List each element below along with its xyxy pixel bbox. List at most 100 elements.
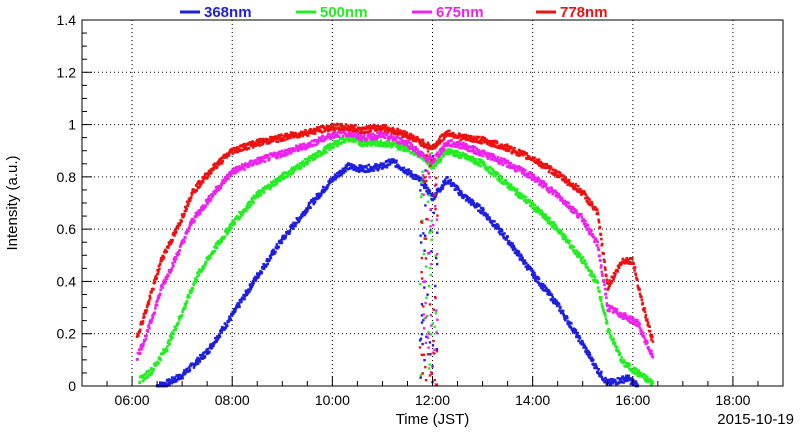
data-point (195, 275, 199, 279)
data-point (283, 152, 286, 155)
data-point (268, 258, 271, 262)
data-point (355, 131, 358, 134)
legend-item-500nm: 500nm (296, 4, 368, 21)
data-point (518, 149, 522, 153)
data-point (479, 153, 483, 156)
data-point (165, 348, 169, 352)
data-point (257, 140, 261, 144)
data-point (316, 126, 319, 129)
data-point (422, 318, 425, 322)
data-point (311, 132, 315, 135)
data-point (484, 140, 488, 143)
data-point (301, 160, 305, 163)
data-point (220, 183, 224, 187)
data-point (323, 151, 327, 154)
data-point (544, 184, 548, 188)
data-point (645, 339, 649, 343)
data-point (255, 162, 259, 166)
data-point (411, 173, 414, 177)
data-point (531, 272, 534, 275)
data-point (153, 311, 157, 315)
data-point (545, 186, 549, 190)
data-point (599, 233, 603, 236)
data-point (626, 259, 629, 263)
data-point (383, 136, 387, 140)
data-point (447, 182, 451, 185)
data-point (510, 243, 514, 247)
data-point (237, 216, 240, 219)
data-point (601, 308, 605, 311)
data-point (228, 315, 231, 319)
data-point (422, 159, 426, 162)
data-point (650, 349, 653, 353)
data-point (275, 243, 279, 246)
data-point (490, 144, 494, 148)
data-point (425, 335, 428, 338)
data-point (385, 144, 388, 148)
data-point (197, 359, 200, 363)
data-point (385, 165, 389, 169)
data-point (218, 159, 222, 163)
data-point (367, 130, 370, 133)
data-point (301, 134, 305, 138)
data-point (312, 143, 315, 147)
data-point (423, 182, 427, 186)
data-point (613, 275, 616, 278)
data-point (215, 189, 219, 193)
data-point (489, 171, 493, 175)
data-point (173, 229, 177, 233)
data-point (139, 343, 143, 347)
data-point (454, 143, 458, 146)
data-point (428, 231, 431, 234)
data-point (409, 174, 412, 178)
data-point (472, 151, 476, 155)
data-point (532, 173, 535, 177)
data-point (193, 281, 196, 285)
data-point (443, 144, 447, 147)
data-point (199, 182, 203, 186)
data-point (350, 138, 353, 142)
data-point (550, 293, 554, 296)
data-point (446, 151, 450, 155)
data-point (157, 270, 160, 273)
data-point (385, 160, 388, 163)
data-point (533, 156, 536, 160)
data-point (428, 341, 432, 344)
data-point (619, 378, 623, 382)
data-point (182, 306, 186, 309)
data-point (544, 166, 547, 170)
data-point (279, 179, 282, 182)
data-point (550, 166, 553, 170)
data-point (372, 137, 376, 141)
data-point (428, 153, 431, 156)
data-point (605, 274, 608, 278)
data-point (329, 179, 332, 182)
data-point (289, 172, 293, 176)
data-point (424, 257, 428, 260)
data-point (536, 276, 540, 279)
data-point (143, 339, 147, 342)
data-point (179, 374, 182, 377)
data-point (448, 181, 452, 185)
y-tick-label: 0.4 (57, 273, 77, 289)
data-point (524, 261, 528, 265)
data-point (499, 232, 502, 236)
data-point (358, 134, 362, 138)
data-point (492, 142, 496, 146)
data-point (489, 172, 493, 176)
data-point (583, 259, 587, 263)
y-axis-title: Intensity (a.u.) (4, 155, 21, 250)
data-point (453, 145, 457, 148)
data-point (410, 143, 414, 147)
data-point (173, 234, 176, 237)
data-point (607, 327, 610, 331)
data-point (231, 152, 234, 155)
data-point (320, 136, 323, 140)
data-point (489, 139, 493, 143)
data-point (311, 158, 315, 162)
data-point (525, 152, 529, 155)
data-point (392, 138, 396, 142)
data-point (359, 128, 363, 131)
data-point (430, 324, 433, 327)
data-point (316, 155, 320, 159)
